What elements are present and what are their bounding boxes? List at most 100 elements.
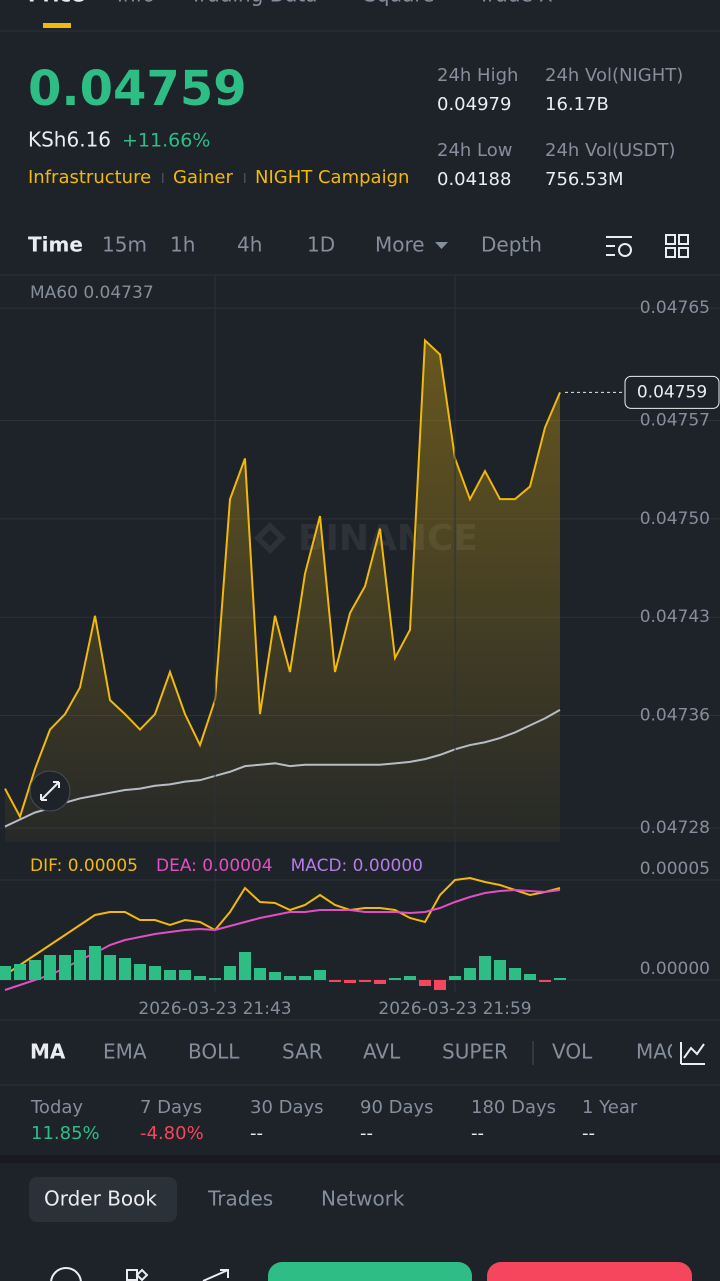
sell-button[interactable] <box>487 1262 692 1281</box>
tag-separator <box>244 173 246 183</box>
macd-bar <box>59 955 71 980</box>
macd-bar <box>149 966 161 980</box>
macd-bar <box>434 980 446 990</box>
stat-value: 756.53M <box>545 169 624 190</box>
legend-entry: DIF: 0.00005 <box>30 856 138 876</box>
legend-entry: MACD: 0.00000 <box>291 856 423 876</box>
interval-tab[interactable]: 1D <box>307 233 335 257</box>
share-icon[interactable] <box>202 1269 229 1281</box>
stat-label: 24h High <box>437 65 518 86</box>
macd-bar <box>389 978 401 980</box>
y-tick-label: 0.00000 <box>640 959 710 979</box>
stat-label: 24h Vol(NIGHT) <box>545 65 683 86</box>
indicator-tab[interactable]: VOL <box>552 1040 593 1064</box>
macd-bar <box>374 980 386 984</box>
last-price-box <box>624 375 720 409</box>
more-icon[interactable] <box>50 1267 82 1281</box>
perf-value: 11.85% <box>31 1123 100 1144</box>
macd-bar <box>119 958 131 980</box>
stat-value: 0.04979 <box>437 94 511 115</box>
y-tick-label: 0.04736 <box>640 706 710 726</box>
bottom-bar <box>50 1262 692 1281</box>
perf-label: Today <box>30 1097 83 1118</box>
macd-bar <box>44 955 56 980</box>
series-line <box>4 709 561 828</box>
tag: Gainer <box>173 167 233 188</box>
tab-indicator <box>43 23 71 28</box>
book-tab[interactable]: Trades <box>207 1187 273 1211</box>
legend-entry: MA60 0.04737 <box>30 283 154 303</box>
perf-value: -- <box>360 1123 373 1144</box>
y-tick-label: 0.04743 <box>640 607 710 627</box>
interval-tab[interactable]: 4h <box>237 233 262 257</box>
stat-label: 24h Vol(USDT) <box>545 140 675 161</box>
top-tab[interactable]: Info <box>117 0 155 7</box>
indicator-tab[interactable]: BOLL <box>188 1040 240 1064</box>
macd-bar <box>194 976 206 980</box>
macd-bar <box>209 978 221 980</box>
dropdown-arrow <box>435 242 448 249</box>
perf-label: 1 Year <box>582 1097 638 1118</box>
tag: NIGHT Campaign <box>255 167 409 188</box>
tag: Infrastructure <box>28 167 151 188</box>
macd-bar <box>299 976 311 980</box>
top-tab[interactable]: Trading Data <box>189 0 318 7</box>
indicator-tab[interactable]: SAR <box>282 1040 323 1064</box>
widgets-icon[interactable] <box>126 1269 138 1281</box>
perf-label: 7 Days <box>140 1097 202 1118</box>
macd-bar <box>89 946 101 980</box>
chart-settings-icon[interactable] <box>606 236 632 257</box>
book-tab[interactable]: Order Book <box>44 1187 157 1211</box>
macd-bar <box>494 960 506 980</box>
fiat-price: KSh6.16 <box>28 128 111 152</box>
macd-bar <box>314 970 326 980</box>
macd-bar <box>239 952 251 980</box>
macd-bar <box>224 966 236 980</box>
last-price-label: 0.04759 <box>637 382 707 402</box>
book-tab[interactable]: Network <box>321 1187 405 1211</box>
indicator-tab[interactable]: MA <box>30 1040 66 1064</box>
macd-bar <box>449 976 461 980</box>
expand-button[interactable] <box>29 770 71 812</box>
indicator-tab[interactable]: SUPER <box>442 1040 508 1064</box>
interval-tab[interactable]: Depth <box>481 233 542 257</box>
interval-tab[interactable]: 1h <box>170 233 195 257</box>
macd-bar <box>479 956 491 980</box>
macd-bar <box>134 964 146 980</box>
macd-bar <box>359 980 371 982</box>
interval-tab[interactable]: More <box>375 233 425 257</box>
stat-label: 24h Low <box>437 140 512 161</box>
macd-bar <box>254 968 266 980</box>
y-tick-label: 0.04728 <box>640 818 710 838</box>
buy-button[interactable] <box>268 1262 472 1281</box>
macd-bar <box>344 980 356 983</box>
legend-entry: DEA: 0.00004 <box>156 856 273 876</box>
stat-value: 0.04188 <box>437 169 511 190</box>
x-tick-label: 2026-03-23 21:59 <box>378 999 531 1019</box>
interval-tab[interactable]: 15m <box>102 233 147 257</box>
last-price: 0.04759 <box>28 61 247 117</box>
interval-tab[interactable]: Time <box>28 233 83 257</box>
perf-value: -- <box>471 1123 484 1144</box>
layout-icon[interactable] <box>665 234 689 258</box>
macd-bar <box>329 980 341 982</box>
y-tick-label: 0.04765 <box>640 298 710 318</box>
price-change: +11.66% <box>122 130 210 152</box>
macd-bar <box>74 950 86 980</box>
macd-bar <box>284 976 296 980</box>
indicator-settings-icon[interactable] <box>680 1042 705 1065</box>
widgets-icon-part <box>135 1268 149 1281</box>
perf-label: 180 Days <box>471 1097 556 1118</box>
top-tab[interactable]: Square <box>364 0 434 7</box>
indicator-tab[interactable]: AVL <box>363 1040 401 1064</box>
charts: 0.04765 0.04757 0.04750 0.04743 0.04736 0.047… <box>0 275 720 1019</box>
top-tab[interactable]: Trade-X <box>477 0 553 7</box>
macd-bar <box>29 960 41 980</box>
series-line <box>4 876 561 976</box>
macd-bar <box>0 966 11 980</box>
stat-value: 16.17B <box>545 94 609 115</box>
top-tab[interactable]: Price <box>28 0 85 7</box>
indicator-tab[interactable]: EMA <box>103 1040 147 1064</box>
